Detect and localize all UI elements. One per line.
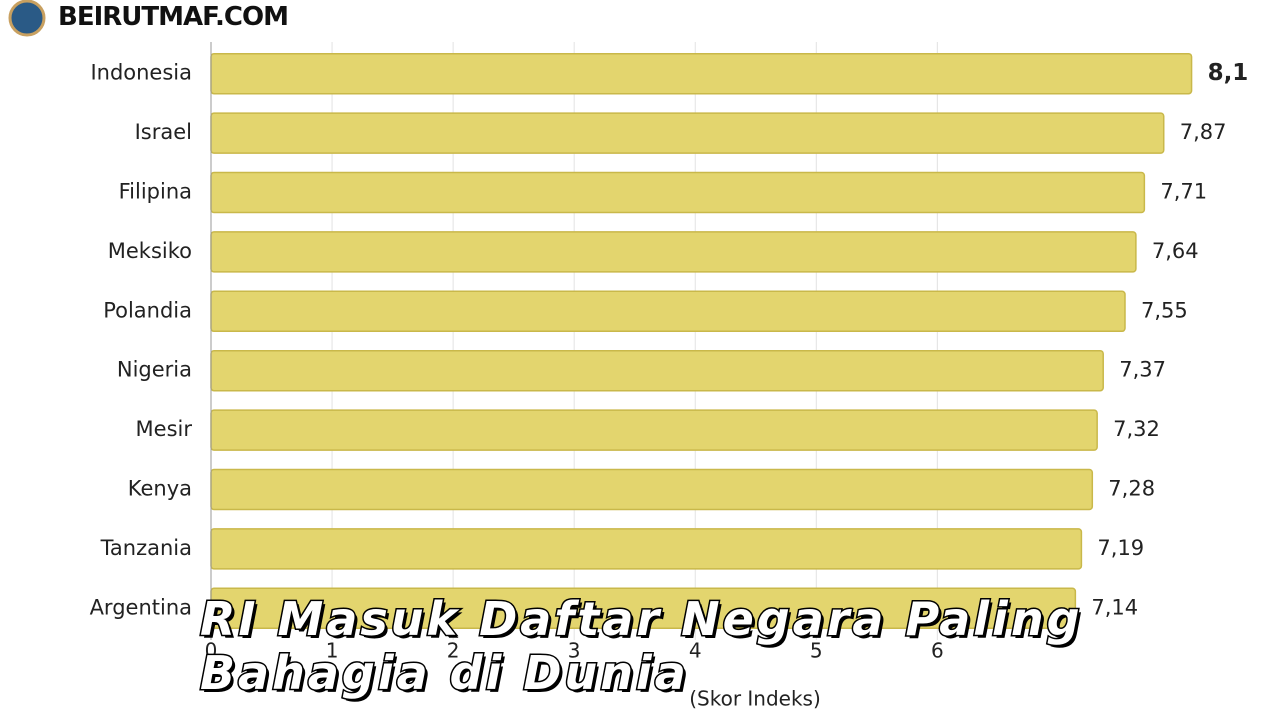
y-tick-label: Kenya (128, 477, 192, 501)
site-name: BEIRUTMAF.COM (58, 2, 289, 32)
x-tick-label: 5 (810, 639, 823, 663)
value-label: 7,14 (1091, 595, 1138, 619)
x-tick-label: 3 (568, 639, 581, 663)
y-tick-label: Israel (135, 120, 192, 144)
value-label: 7,71 (1160, 180, 1207, 204)
value-label: 7,55 (1141, 298, 1188, 322)
y-tick-label: Filipina (119, 180, 192, 204)
logo (8, 0, 46, 37)
bar (210, 409, 1098, 451)
x-tick-label: 1 (326, 639, 339, 663)
y-tick-label: Polandia (103, 298, 192, 322)
value-label: 7,32 (1113, 417, 1160, 441)
bar (210, 52, 1193, 95)
value-label: 7,19 (1097, 536, 1144, 560)
headline: RI Masuk Daftar Negara Paling Bahagia di… (199, 591, 1083, 702)
value-label: 7,87 (1180, 120, 1227, 144)
bar (210, 171, 1146, 214)
value-label: 7,37 (1119, 358, 1166, 382)
y-tick-label: Mesir (136, 417, 193, 441)
y-tick-label: Meksiko (108, 239, 192, 263)
y-tick-label: Argentina (90, 595, 192, 619)
x-tick-label: 4 (689, 639, 702, 663)
value-label: 8,1 (1208, 60, 1249, 86)
bar (210, 290, 1126, 333)
bar (210, 112, 1165, 154)
y-tick-label: Nigeria (117, 358, 192, 382)
value-label: 7,64 (1152, 239, 1199, 263)
bar (210, 528, 1083, 570)
x-tick-label: 0 (205, 639, 218, 663)
bar (210, 468, 1094, 511)
bar (210, 349, 1104, 392)
x-tick-label: 6 (931, 639, 944, 663)
y-tick-label: Tanzania (100, 536, 192, 560)
x-axis-label: (Skor Indeks) (689, 687, 821, 711)
y-tick-label: Indonesia (90, 61, 192, 85)
bar (210, 231, 1137, 273)
x-tick-label: 2 (447, 639, 460, 663)
value-label: 7,28 (1108, 477, 1155, 501)
